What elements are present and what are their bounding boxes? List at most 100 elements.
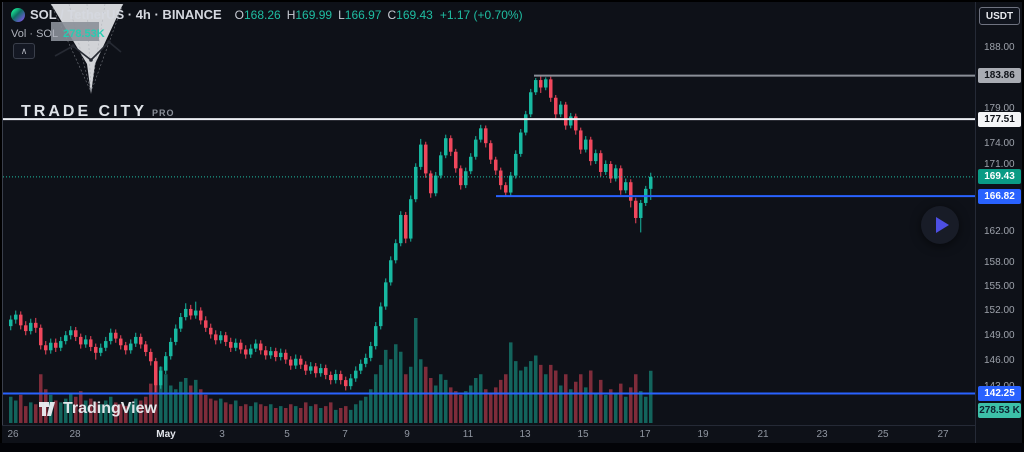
price-badge-183-86: 183.86: [978, 68, 1021, 84]
price-tick-label: 188.00: [984, 42, 1015, 53]
volume-bar: [124, 406, 128, 423]
candle-body: [269, 351, 273, 356]
candle-body: [64, 335, 68, 342]
volume-bar: [579, 374, 583, 423]
volume-bar: [349, 409, 353, 423]
time-tick-label: 23: [816, 429, 828, 440]
volume-bar: [54, 400, 58, 423]
volume-bar: [384, 349, 388, 423]
volume-bar: [174, 389, 178, 423]
trade-city-pro-watermark: TRADE CITY PRO: [21, 103, 175, 121]
candle-body: [189, 308, 193, 316]
volume-bar: [89, 398, 93, 423]
currency-toggle-button[interactable]: USDT: [979, 7, 1020, 25]
volume-bar: [294, 406, 298, 423]
open-label: O: [234, 7, 244, 22]
volume-label[interactable]: Vol · SOL: [11, 28, 59, 40]
candle-body: [24, 325, 28, 332]
volume-bar: [239, 406, 243, 423]
chart-pane[interactable]: TRADE CITY PRO SOL / TetherUS · 4h · BINA…: [2, 2, 975, 425]
time-tick-label: 28: [69, 429, 81, 440]
symbol-logo-icon: [11, 7, 25, 22]
candle-body: [314, 366, 318, 374]
volume-bar: [344, 406, 348, 423]
time-tick-label: 13: [519, 429, 531, 440]
candle-body: [204, 320, 208, 328]
candle-body: [454, 151, 458, 169]
candle-body: [474, 139, 478, 157]
low-value: 166.97: [344, 7, 382, 22]
candle-body: [99, 347, 103, 353]
volume-bar: [459, 394, 463, 423]
volume-bar: [474, 378, 478, 423]
volume-bar: [14, 400, 18, 423]
volume-bar: [599, 379, 603, 423]
candle-body: [529, 92, 533, 115]
candle-body: [164, 356, 168, 371]
price-axis[interactable]: USDT 188.00179.00174.00171.00166.00162.0…: [975, 2, 1022, 443]
symbol-title[interactable]: SOL / TetherUS · 4h · BINANCE: [30, 7, 222, 22]
candle-body: [59, 341, 63, 348]
candle-body: [154, 361, 158, 386]
volume-bar: [139, 400, 143, 423]
candle-body: [289, 359, 293, 366]
candle-body: [109, 332, 113, 342]
candle-body: [389, 260, 393, 283]
replay-play-button[interactable]: [921, 206, 959, 244]
symbol-header: SOL / TetherUS · 4h · BINANCE O168.26 H1…: [11, 7, 523, 22]
price-tick-label: 146.00: [984, 355, 1015, 367]
volume-bar: [244, 404, 248, 423]
volume-bar: [609, 389, 613, 423]
volume-bar: [289, 404, 293, 423]
volume-bar: [194, 379, 198, 423]
candle-body: [459, 168, 463, 186]
candle-body: [354, 370, 358, 379]
volume-bar: [504, 374, 508, 423]
volume-bar: [29, 402, 33, 423]
candle-body: [504, 185, 508, 193]
volume-bar: [634, 374, 638, 423]
candle-body: [244, 349, 248, 355]
candle-body: [29, 322, 33, 332]
candle-body: [629, 182, 633, 201]
candle-body: [329, 374, 333, 381]
candle-body: [94, 346, 98, 353]
volume-bar: [169, 385, 173, 423]
price-tick-label: 158.00: [984, 257, 1015, 269]
candle-body: [334, 374, 338, 381]
candle-body: [324, 368, 328, 375]
volume-bar: [79, 391, 83, 423]
tradingview-watermark[interactable]: TradingView: [39, 400, 157, 418]
volume-bar: [269, 404, 273, 423]
candle-body: [159, 370, 163, 386]
candle-body: [429, 173, 433, 194]
volume-value: 278.53K: [63, 28, 105, 40]
volume-bar: [129, 402, 133, 423]
volume-bar: [404, 374, 408, 423]
collapse-panel-button[interactable]: ∧: [13, 43, 35, 59]
candle-body: [579, 130, 583, 150]
volume-bar: [629, 387, 633, 423]
candle-body: [134, 336, 138, 344]
candle-body: [439, 155, 443, 176]
volume-bar: [299, 408, 303, 423]
volume-bar: [84, 400, 88, 423]
candle-body: [264, 350, 268, 356]
volume-bar: [644, 396, 648, 423]
time-axis[interactable]: 26 28 May 3 5 7 9 11 13 15 17 19 21 23 25 27: [2, 425, 975, 443]
volume-bar: [114, 402, 118, 423]
candle-body: [489, 143, 493, 160]
candle-body: [339, 374, 343, 381]
candle-body: [524, 114, 528, 133]
candle-body: [14, 314, 18, 320]
candle-body: [449, 138, 453, 152]
candle-body: [34, 322, 38, 328]
volume-bar: [559, 385, 563, 423]
volume-bar: [59, 402, 63, 423]
candle-body: [519, 132, 523, 154]
volume-bar: [224, 402, 228, 423]
volume-bar: [524, 366, 528, 423]
volume-bar: [134, 398, 138, 423]
volume-bar: [409, 366, 413, 423]
